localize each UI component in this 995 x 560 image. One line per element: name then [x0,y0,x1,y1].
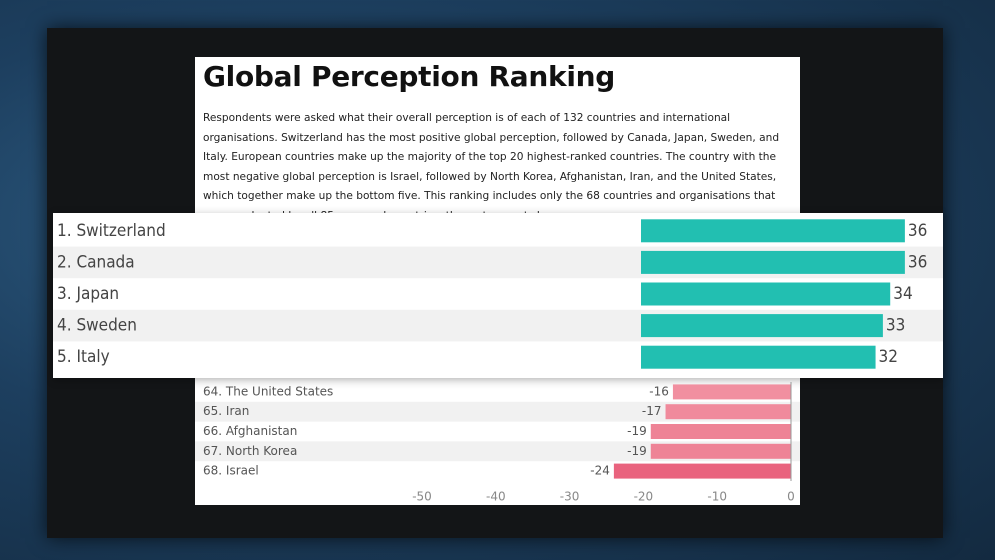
category-label: 68. Israel [203,464,259,478]
bar [641,314,883,338]
value-label: -19 [627,424,647,438]
category-label: 65. Iran [203,404,249,418]
category-label: 5. Italy [57,347,110,367]
bar [641,282,891,306]
x-tick-label: -50 [412,490,432,504]
bar [641,250,905,274]
value-label: 32 [879,347,898,367]
bar [665,404,791,420]
value-label: 36 [908,252,927,272]
category-label: 2. Canada [57,252,135,272]
x-tick-label: 0 [787,490,795,504]
title: Global Perception Ranking [203,60,616,93]
bar [650,424,791,439]
value-label: -24 [590,464,610,478]
value-label: 33 [886,316,905,336]
bar [641,219,905,243]
row-band [195,401,800,422]
value-label: -19 [627,444,647,458]
value-label: 36 [908,221,927,241]
bar [641,345,876,369]
category-label: 1. Switzerland [57,221,166,241]
category-label: 3. Japan [57,284,119,304]
category-label: 64. The United States [203,384,333,398]
value-label: 34 [893,284,912,304]
value-label: -17 [642,404,662,418]
x-tick-label: -40 [486,490,506,504]
bar [613,463,791,479]
x-tick-label: -30 [560,490,580,504]
category-label: 4. Sweden [57,316,137,336]
category-label: 67. North Korea [203,444,297,458]
category-label: 66. Afghanistan [203,424,297,438]
bar [672,384,791,400]
bar [650,443,791,459]
row-band [195,441,800,462]
x-tick-label: -20 [634,490,654,504]
x-tick-label: -10 [707,490,727,504]
value-label: -16 [649,384,669,398]
